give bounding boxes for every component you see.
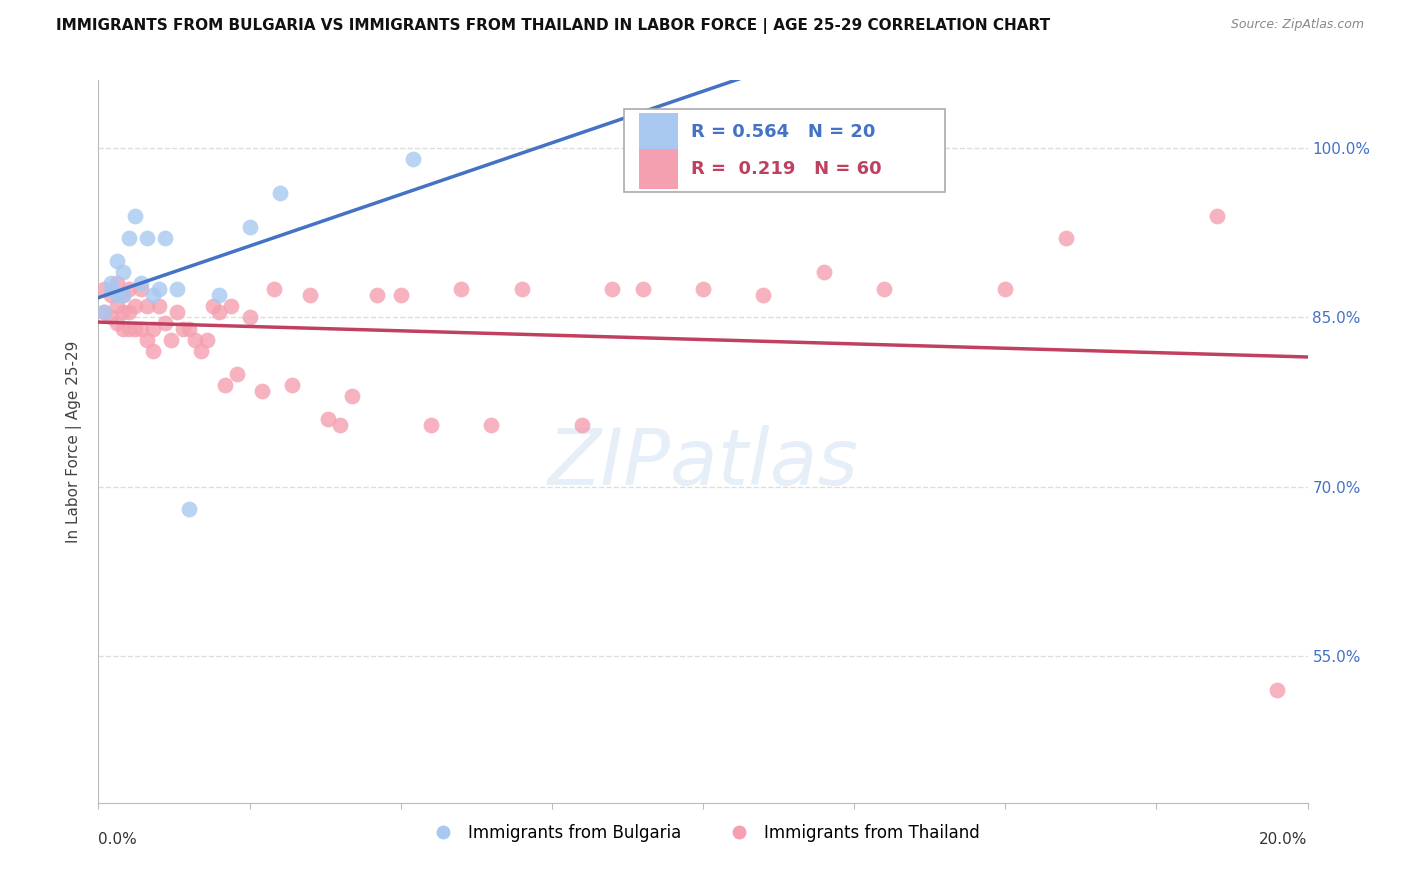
Point bbox=[226, 367, 249, 381]
Point bbox=[420, 417, 443, 432]
Point bbox=[631, 282, 654, 296]
Point bbox=[118, 304, 141, 318]
Point bbox=[269, 186, 291, 201]
Point bbox=[124, 299, 146, 313]
Point bbox=[93, 304, 115, 318]
Text: R =  0.219   N = 60: R = 0.219 N = 60 bbox=[690, 160, 882, 178]
Point bbox=[752, 287, 775, 301]
Point bbox=[105, 287, 128, 301]
Point bbox=[195, 333, 218, 347]
Point bbox=[118, 282, 141, 296]
Point bbox=[148, 299, 170, 313]
Point bbox=[316, 412, 339, 426]
Point bbox=[1267, 682, 1289, 697]
Point bbox=[142, 321, 165, 335]
Point bbox=[1206, 209, 1229, 223]
Bar bbox=[638, 149, 678, 189]
Point bbox=[214, 378, 236, 392]
Bar bbox=[638, 112, 678, 153]
Point bbox=[135, 231, 157, 245]
Point bbox=[105, 277, 128, 291]
Point bbox=[250, 384, 273, 398]
Point bbox=[111, 321, 134, 335]
Point bbox=[510, 282, 533, 296]
Point bbox=[124, 321, 146, 335]
Point bbox=[105, 316, 128, 330]
Point bbox=[179, 321, 201, 335]
FancyBboxPatch shape bbox=[624, 109, 945, 193]
Text: IMMIGRANTS FROM BULGARIA VS IMMIGRANTS FROM THAILAND IN LABOR FORCE | AGE 25-29 : IMMIGRANTS FROM BULGARIA VS IMMIGRANTS F… bbox=[56, 18, 1050, 34]
Point bbox=[129, 277, 152, 291]
Point bbox=[93, 304, 115, 318]
Point bbox=[202, 299, 225, 313]
Point bbox=[692, 282, 714, 296]
Point bbox=[208, 304, 231, 318]
Point bbox=[111, 287, 134, 301]
Point bbox=[111, 265, 134, 279]
Point bbox=[93, 282, 115, 296]
Point bbox=[111, 304, 134, 318]
Y-axis label: In Labor Force | Age 25-29: In Labor Force | Age 25-29 bbox=[66, 341, 83, 542]
Text: 0.0%: 0.0% bbox=[98, 831, 138, 847]
Point bbox=[221, 299, 243, 313]
Point bbox=[239, 220, 262, 235]
Point bbox=[148, 282, 170, 296]
Point bbox=[153, 231, 176, 245]
Point bbox=[118, 321, 141, 335]
Legend: Immigrants from Bulgaria, Immigrants from Thailand: Immigrants from Bulgaria, Immigrants fro… bbox=[419, 817, 987, 848]
Point bbox=[100, 277, 122, 291]
Point bbox=[366, 287, 388, 301]
Point bbox=[166, 304, 188, 318]
Point bbox=[172, 321, 194, 335]
Point bbox=[100, 287, 122, 301]
Point bbox=[389, 287, 412, 301]
Point bbox=[1054, 231, 1077, 245]
Point bbox=[142, 287, 165, 301]
Point bbox=[873, 282, 896, 296]
Point bbox=[129, 321, 152, 335]
Point bbox=[105, 299, 128, 313]
Point bbox=[135, 299, 157, 313]
Point bbox=[239, 310, 262, 325]
Point bbox=[450, 282, 472, 296]
Point bbox=[208, 287, 231, 301]
Point bbox=[124, 209, 146, 223]
Point bbox=[105, 253, 128, 268]
Point bbox=[142, 344, 165, 359]
Point bbox=[135, 333, 157, 347]
Point bbox=[342, 389, 364, 403]
Point bbox=[299, 287, 322, 301]
Point bbox=[813, 265, 835, 279]
Point bbox=[329, 417, 352, 432]
Text: 20.0%: 20.0% bbox=[1260, 831, 1308, 847]
Point bbox=[129, 282, 152, 296]
Point bbox=[100, 282, 122, 296]
Point bbox=[571, 417, 593, 432]
Point bbox=[481, 417, 503, 432]
Point bbox=[179, 502, 201, 516]
Point bbox=[994, 282, 1017, 296]
Point bbox=[111, 287, 134, 301]
Text: R = 0.564   N = 20: R = 0.564 N = 20 bbox=[690, 123, 876, 142]
Point bbox=[190, 344, 212, 359]
Point bbox=[184, 333, 207, 347]
Point bbox=[100, 310, 122, 325]
Text: ZIPatlas: ZIPatlas bbox=[547, 425, 859, 501]
Point bbox=[153, 316, 176, 330]
Point bbox=[118, 231, 141, 245]
Point bbox=[602, 282, 624, 296]
Point bbox=[263, 282, 285, 296]
Point bbox=[281, 378, 304, 392]
Text: Source: ZipAtlas.com: Source: ZipAtlas.com bbox=[1230, 18, 1364, 31]
Point bbox=[166, 282, 188, 296]
Point bbox=[402, 153, 425, 167]
Point bbox=[160, 333, 183, 347]
